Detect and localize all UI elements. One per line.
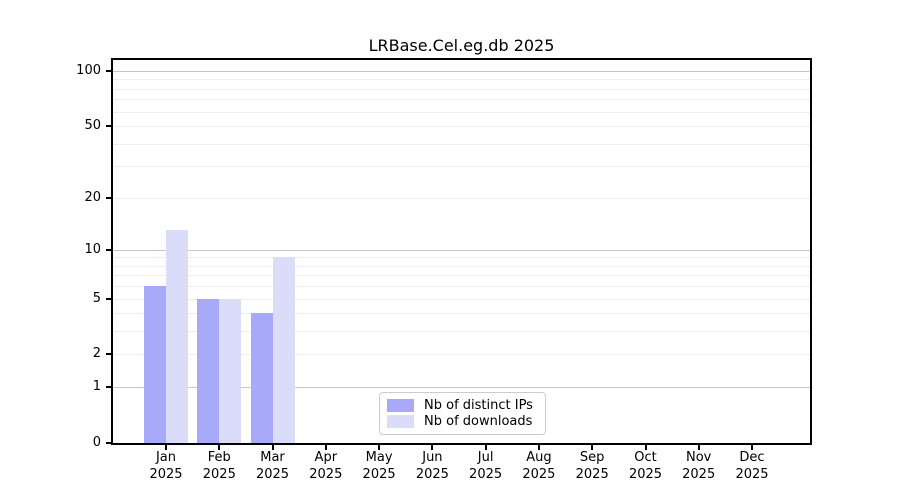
legend-swatch-distinct-ips <box>387 399 414 412</box>
bar-distinct-ips <box>197 298 220 443</box>
y-tick-mark <box>106 442 113 444</box>
y-tick-mark <box>106 353 113 356</box>
y-tick-label: 5 <box>92 290 101 306</box>
x-tick-label: Jul 2025 <box>469 450 503 482</box>
x-tick-mark <box>378 443 381 450</box>
x-tick-label: Jun 2025 <box>415 450 449 482</box>
x-tick-label: Feb 2025 <box>202 450 236 482</box>
x-tick-mark <box>537 443 540 450</box>
minor-gridline <box>113 313 810 315</box>
y-tick-label: 0 <box>92 435 101 450</box>
y-tick-mark <box>106 196 113 199</box>
minor-gridline <box>113 126 810 128</box>
x-tick-mark <box>644 443 647 450</box>
x-tick-mark <box>218 443 221 450</box>
x-tick-label: Dec 2025 <box>735 450 769 482</box>
legend: Nb of distinct IPs Nb of downloads <box>379 392 546 435</box>
bar-distinct-ips <box>250 313 273 443</box>
bar-downloads <box>219 298 242 443</box>
plot-area <box>113 60 810 443</box>
minor-gridline <box>113 298 810 300</box>
y-tick-label: 10 <box>84 241 101 257</box>
x-tick-label: Apr 2025 <box>309 450 343 482</box>
x-tick-label: Jan 2025 <box>149 450 183 482</box>
x-tick-mark <box>484 443 487 450</box>
x-tick-label: Aug 2025 <box>522 450 556 482</box>
minor-gridline <box>113 331 810 333</box>
bar-distinct-ips <box>144 286 166 443</box>
minor-gridline <box>113 88 810 90</box>
x-tick-mark <box>324 443 327 450</box>
bar-downloads <box>166 230 188 443</box>
y-tick-mark <box>106 125 113 128</box>
x-tick-mark <box>271 443 274 450</box>
minor-gridline <box>113 79 810 81</box>
major-gridline <box>113 71 810 72</box>
legend-swatch-downloads <box>387 415 414 428</box>
y-tick-mark <box>106 297 113 300</box>
y-tick-label: 1 <box>92 379 101 395</box>
y-tick-label: 2 <box>92 346 101 362</box>
x-tick-label: Oct 2025 <box>628 450 663 482</box>
y-tick-label: 50 <box>84 118 101 134</box>
minor-gridline <box>113 143 810 145</box>
x-tick-mark <box>165 443 167 450</box>
legend-label-downloads: Nb of downloads <box>424 414 533 429</box>
y-tick-mark <box>106 248 113 251</box>
legend-row-distinct-ips: Nb of distinct IPs <box>387 398 537 413</box>
x-tick-mark <box>591 443 594 450</box>
x-tick-label: May 2025 <box>362 450 396 482</box>
minor-gridline <box>113 286 810 288</box>
x-tick-label: Sep 2025 <box>575 450 609 482</box>
y-tick-mark <box>106 386 113 389</box>
x-tick-mark <box>751 443 753 450</box>
y-tick-label: 100 <box>76 63 101 78</box>
x-tick-mark <box>431 443 434 450</box>
minor-gridline <box>113 257 810 259</box>
chart-title: LRBase.Cel.eg.db 2025 <box>368 36 555 55</box>
minor-gridline <box>113 99 810 101</box>
x-tick-label: Mar 2025 <box>255 450 290 482</box>
minor-gridline <box>113 197 810 199</box>
minor-gridline <box>113 166 810 168</box>
minor-gridline <box>113 111 810 113</box>
minor-gridline <box>113 265 810 267</box>
major-gridline <box>113 387 810 389</box>
minor-gridline <box>113 354 810 356</box>
minor-gridline <box>113 275 810 277</box>
legend-label-distinct-ips: Nb of distinct IPs <box>424 398 533 413</box>
y-tick-mark <box>106 70 113 72</box>
x-tick-mark <box>697 443 700 450</box>
x-tick-label: Nov 2025 <box>682 450 716 482</box>
legend-row-downloads: Nb of downloads <box>387 414 537 429</box>
bar-downloads <box>272 257 295 443</box>
major-gridline <box>113 249 810 251</box>
y-tick-label: 20 <box>84 189 101 205</box>
